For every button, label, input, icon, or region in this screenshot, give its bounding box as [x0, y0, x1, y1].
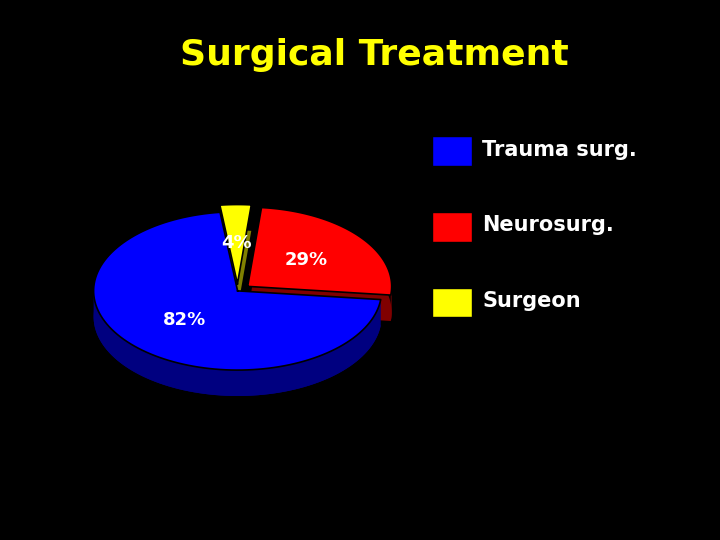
Text: Neurosurg.: Neurosurg. [482, 215, 614, 235]
Text: Trauma surg.: Trauma surg. [482, 139, 637, 160]
Polygon shape [391, 284, 392, 321]
Text: Surgeon: Surgeon [482, 291, 581, 311]
Text: Surgical Treatment: Surgical Treatment [180, 38, 569, 72]
Text: 4%: 4% [221, 234, 252, 252]
Polygon shape [248, 233, 392, 321]
Polygon shape [94, 289, 381, 396]
Polygon shape [248, 207, 392, 295]
Polygon shape [220, 231, 251, 309]
Text: 82%: 82% [163, 311, 207, 329]
Text: 29%: 29% [284, 252, 328, 269]
Polygon shape [220, 205, 251, 284]
Polygon shape [94, 212, 381, 370]
Polygon shape [94, 238, 381, 396]
